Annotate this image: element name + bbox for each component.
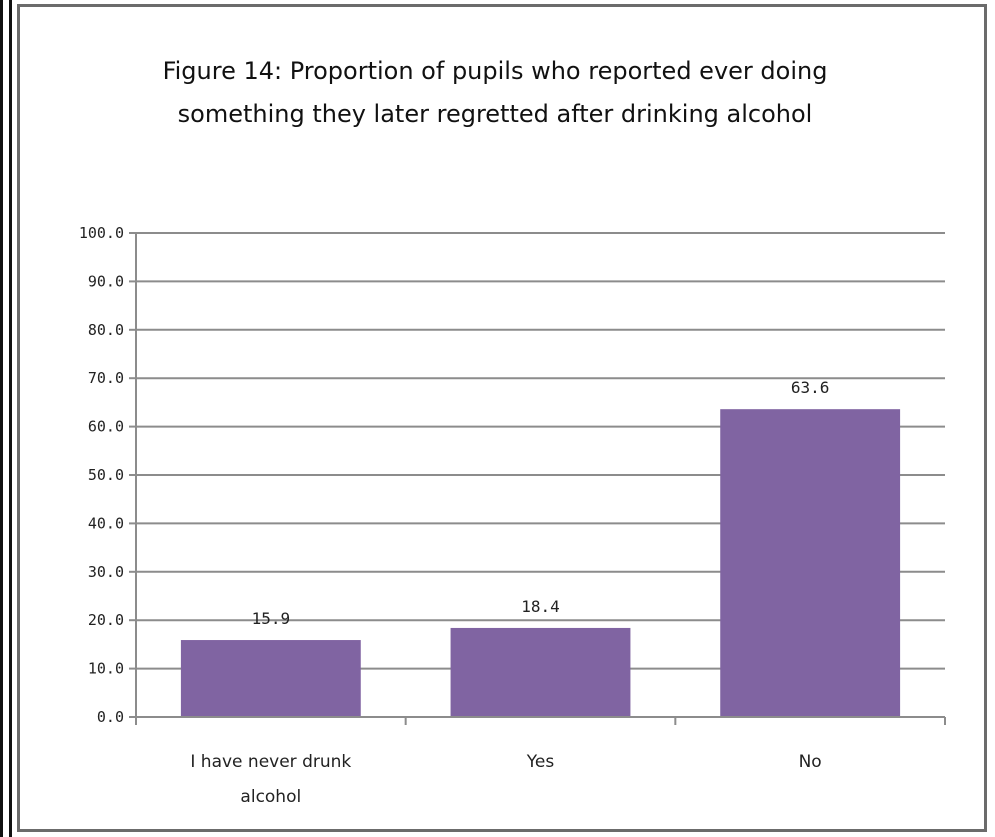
y-tick-label: 20.0 — [88, 611, 124, 629]
y-tick-label: 30.0 — [88, 563, 124, 581]
y-tick-label: 100.0 — [79, 224, 124, 242]
bar — [720, 409, 901, 717]
page-edge-rule — [0, 0, 3, 837]
chart-title: Figure 14: Proportion of pupils who repo… — [162, 57, 828, 128]
bar — [450, 627, 631, 717]
x-category-label: No — [799, 752, 822, 772]
x-category-label: alcohol — [240, 787, 301, 807]
y-tick-label: 70.0 — [88, 369, 124, 387]
data-label: 18.4 — [521, 597, 560, 616]
y-tick-label: 10.0 — [88, 660, 124, 678]
axes — [129, 232, 946, 725]
data-label: 63.6 — [791, 378, 830, 397]
x-category-label: Yes — [526, 752, 555, 772]
y-tick-label: 80.0 — [88, 321, 124, 339]
y-tick-label: 0.0 — [97, 708, 124, 726]
y-tick-label: 60.0 — [88, 418, 124, 436]
y-tick-label: 90.0 — [88, 272, 124, 290]
y-tick-label: 50.0 — [88, 466, 124, 484]
x-category-label: I have never drunk — [190, 752, 351, 772]
labels: 0.0 10.0 20.0 30.0 40.0 50.0 60.0 70.0 80.0 90.0 1… — [79, 224, 830, 807]
bars — [180, 409, 901, 717]
page-edge-rule — [9, 0, 12, 837]
data-label: 15.9 — [252, 609, 291, 628]
y-tick-label: 40.0 — [88, 514, 124, 532]
bar — [180, 640, 361, 717]
